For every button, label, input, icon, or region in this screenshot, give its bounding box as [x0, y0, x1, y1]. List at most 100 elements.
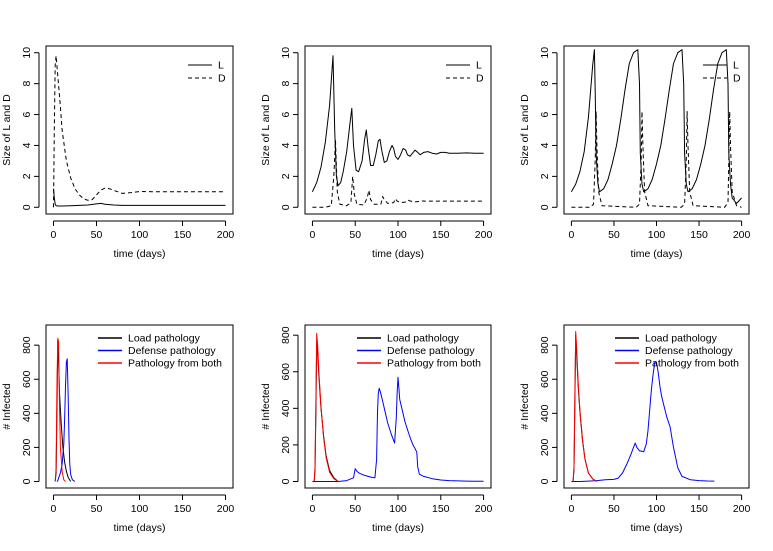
y-tick-label: 6 — [21, 111, 33, 117]
plot-frame — [304, 45, 492, 215]
legend-label: Pathology from both — [128, 358, 222, 370]
x-tick-label: 0 — [310, 503, 316, 515]
y-tick-label: 0 — [21, 478, 33, 484]
x-tick-label: 100 — [389, 229, 407, 241]
y-tick-label: 2 — [21, 173, 33, 179]
y-tick-label: 4 — [539, 142, 551, 148]
x-tick-label: 100 — [131, 503, 149, 515]
series-pathology-from-both-line — [572, 331, 598, 482]
y-tick-label: 600 — [280, 363, 292, 381]
chart-5: 0 50 100 150 200 time (days) 0 200 400 600 800 # In… — [260, 324, 493, 534]
x-tick-label: 100 — [389, 503, 407, 515]
x-tick-label: 50 — [608, 229, 620, 241]
y-tick-label: 600 — [21, 370, 33, 388]
y-tick-label: 8 — [539, 81, 551, 87]
legend-label: L — [476, 60, 482, 72]
x-tick-label: 50 — [349, 503, 361, 515]
legend-label: Defense pathology — [128, 345, 216, 357]
series-d-line — [571, 111, 742, 208]
x-tick-label: 50 — [91, 503, 103, 515]
x-axis-label: time (days) — [372, 522, 424, 534]
series-defense-pathology-line — [56, 358, 76, 482]
legend-label: L — [218, 60, 224, 72]
y-tick-label: 10 — [539, 47, 551, 59]
x-tick-label: 0 — [51, 503, 57, 515]
legend-label: D — [733, 73, 741, 85]
x-axis-label: time (days) — [114, 248, 166, 260]
y-tick-label: 200 — [539, 438, 551, 456]
x-axis-label: time (days) — [631, 248, 683, 260]
series-pathology-from-both-line — [313, 332, 339, 482]
x-tick-label: 50 — [608, 503, 620, 515]
y-tick-label: 800 — [21, 336, 33, 354]
x-tick-label: 200 — [217, 503, 235, 515]
x-tick-label: 200 — [217, 229, 235, 241]
x-tick-label: 50 — [349, 229, 361, 241]
x-tick-label: 150 — [432, 503, 450, 515]
x-axis-label: time (days) — [631, 522, 683, 534]
y-tick-label: 200 — [280, 436, 292, 454]
y-tick-label: 400 — [539, 404, 551, 422]
y-tick-label: 4 — [280, 142, 292, 148]
legend-label: Pathology from both — [387, 358, 481, 370]
plot-frame — [563, 45, 750, 215]
x-tick-label: 0 — [310, 229, 316, 241]
y-tick-label: 0 — [280, 204, 292, 210]
y-tick-label: 10 — [21, 47, 33, 59]
x-tick-label: 100 — [131, 229, 149, 241]
y-tick-label: 600 — [539, 370, 551, 388]
plot-frame — [45, 324, 234, 489]
y-tick-label: 400 — [280, 399, 292, 417]
y-tick-label: 0 — [280, 478, 292, 484]
y-axis-label: Size of L and D — [519, 94, 531, 166]
chart-6: 0 50 100 150 200 time (days) 0 200 400 600 800 # In… — [519, 324, 751, 534]
x-axis-label: time (days) — [114, 522, 166, 534]
legend-label: Defense pathology — [645, 345, 733, 357]
chart-4: 0 50 100 150 200 time (days) 0 200 400 600 800 # In… — [1, 324, 235, 534]
y-tick-label: 8 — [21, 81, 33, 87]
y-axis-label: Size of L and D — [260, 94, 272, 166]
y-axis-label: Size of L and D — [1, 94, 13, 166]
y-tick-label: 0 — [539, 204, 551, 210]
series-pathology-from-both-line — [54, 337, 66, 482]
y-tick-label: 2 — [539, 173, 551, 179]
y-tick-label: 10 — [280, 47, 292, 59]
x-tick-label: 100 — [648, 229, 666, 241]
x-tick-label: 0 — [568, 229, 574, 241]
x-tick-label: 150 — [690, 229, 708, 241]
y-axis-label: # Infected — [1, 383, 13, 429]
chart-1: 0 50 100 150 200 time (days) 0 2 4 6 8 10 Size of L … — [1, 45, 235, 260]
y-tick-label: 0 — [21, 204, 33, 210]
legend-label: D — [218, 73, 226, 85]
y-tick-label: 800 — [280, 326, 292, 344]
x-axis-label: time (days) — [372, 248, 424, 260]
x-tick-label: 200 — [733, 503, 751, 515]
series-load-pathology-line — [313, 340, 339, 482]
x-tick-label: 150 — [690, 503, 708, 515]
chart-2: 0 50 100 150 200 time (days) 0 2 4 6 8 10 Size of L … — [260, 45, 493, 260]
x-tick-label: 0 — [568, 503, 574, 515]
y-tick-label: 8 — [280, 81, 292, 87]
y-tick-label: 0 — [539, 478, 551, 484]
plot-frame — [304, 324, 492, 489]
legend-label: Load pathology — [387, 333, 460, 345]
y-tick-label: 200 — [21, 438, 33, 456]
legend-label: Load pathology — [128, 333, 201, 345]
y-tick-label: 2 — [280, 173, 292, 179]
legend-label: Defense pathology — [387, 345, 475, 357]
x-tick-label: 150 — [174, 503, 192, 515]
plot-frame — [45, 45, 234, 215]
x-tick-label: 200 — [475, 503, 493, 515]
x-tick-label: 200 — [733, 229, 751, 241]
y-tick-label: 4 — [21, 142, 33, 148]
legend-label: Pathology from both — [645, 358, 739, 370]
x-tick-label: 50 — [91, 229, 103, 241]
series-defense-pathology-line — [312, 376, 484, 482]
legend-label: Load pathology — [645, 333, 718, 345]
series-l-line — [311, 55, 484, 193]
x-tick-label: 200 — [475, 229, 493, 241]
y-tick-label: 800 — [539, 336, 551, 354]
series-d-line — [53, 55, 226, 208]
x-tick-label: 150 — [432, 229, 450, 241]
series-l-line — [570, 49, 742, 204]
